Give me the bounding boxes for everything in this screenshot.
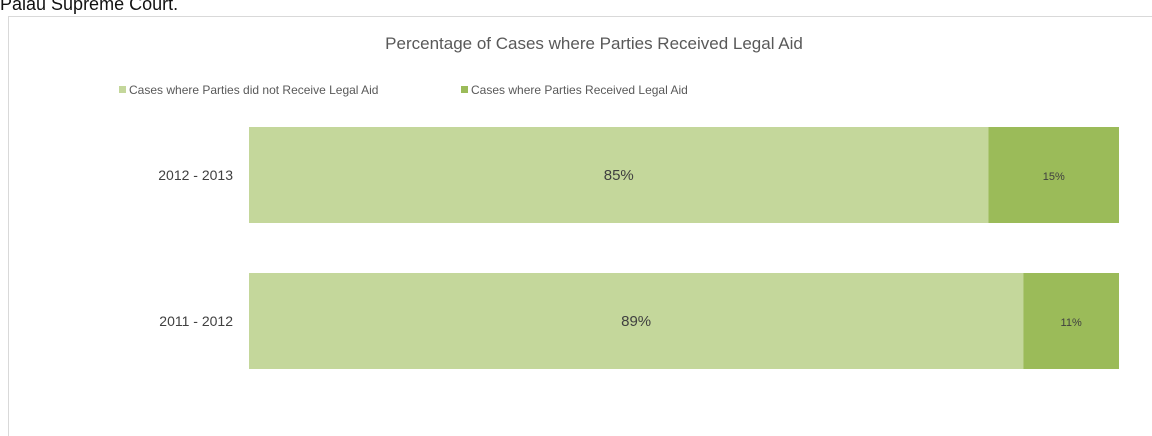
bar-segment-row-2-series-1 [249, 273, 1024, 369]
data-label-row-2-series-1: 89% [621, 313, 651, 330]
data-label-row-2-series-2: 11% [1061, 317, 1082, 329]
legend-item-2: Cases where Parties Received Legal Aid [461, 83, 688, 97]
data-label-row-1-series-1: 85% [604, 167, 634, 184]
chart-legend: Cases where Parties did not Receive Lega… [119, 83, 688, 97]
bar-segment-row-2-series-2 [1023, 273, 1119, 369]
y-axis-labels: 2012 - 2013 2011 - 2012 [158, 167, 233, 329]
bar-segment-row-1-series-1 [249, 127, 989, 223]
bar-segment-row-1-series-2 [988, 127, 1119, 223]
chart-frame: Percentage of Cases where Parties Receiv… [8, 16, 1152, 436]
data-label-row-1-series-2: 15% [1043, 171, 1065, 183]
legend-item-1: Cases where Parties did not Receive Lega… [119, 83, 378, 97]
bars-layer [249, 127, 1119, 369]
data-labels-layer: 85% 15% 89% 11% [604, 167, 1082, 330]
page-caption: Palau Supreme Court. [0, 0, 179, 14]
legend-swatch-1 [119, 86, 126, 93]
legend-swatch-2 [461, 86, 468, 93]
y-axis-tick-label-1: 2012 - 2013 [158, 167, 233, 183]
stacked-bar-chart: Percentage of Cases where Parties Receiv… [119, 34, 1119, 369]
y-axis-tick-label-2: 2011 - 2012 [159, 313, 233, 329]
legend-label-2: Cases where Parties Received Legal Aid [471, 83, 688, 97]
legend-label-1: Cases where Parties did not Receive Lega… [129, 83, 378, 97]
chart-title: Percentage of Cases where Parties Receiv… [385, 34, 803, 53]
